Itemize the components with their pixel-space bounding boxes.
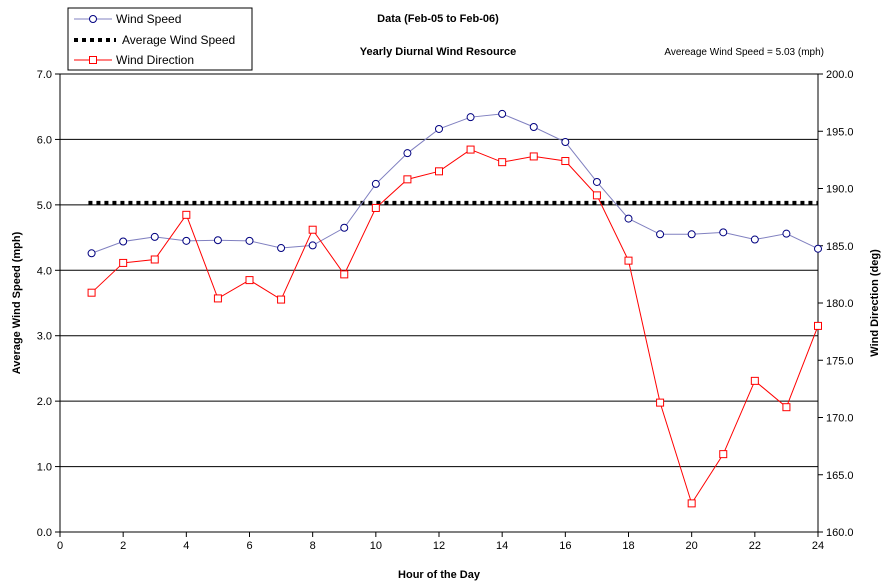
point-wind-direction	[371, 203, 380, 212]
chart-title: Data (Feb-05 to Feb-06)	[377, 13, 499, 25]
point-wind-direction	[656, 398, 665, 407]
point-wind-speed	[182, 236, 191, 245]
y-tick-label: 4.0	[37, 265, 52, 277]
point-wind-speed	[87, 249, 96, 258]
x-tick-label: 12	[433, 540, 445, 552]
series-line-wind-speed	[91, 113, 819, 254]
x-tick-label: 18	[622, 540, 634, 552]
point-wind-direction	[403, 175, 412, 184]
x-tick-label: 10	[370, 540, 382, 552]
point-wind-speed	[466, 113, 475, 122]
y2-tick-label: 180.0	[826, 298, 854, 310]
point-wind-direction	[466, 145, 475, 154]
x-tick-label: 6	[246, 540, 252, 552]
legend-marker-wind-speed	[89, 15, 97, 23]
point-wind-speed	[119, 237, 128, 246]
legend-label-average: Average Wind Speed	[122, 33, 235, 47]
x-axis-title: Hour of the Day	[398, 569, 481, 581]
legend: Wind Speed Average Wind Speed Wind Direc…	[67, 7, 253, 71]
point-wind-speed	[561, 138, 570, 147]
y-tick-label: 6.0	[37, 134, 52, 146]
point-wind-speed	[371, 179, 380, 188]
y2-tick-label: 160.0	[826, 527, 854, 539]
point-wind-direction	[119, 258, 128, 267]
legend-marker-wind-direction	[89, 56, 97, 64]
point-wind-direction	[561, 157, 570, 166]
plot-area	[59, 73, 819, 533]
point-wind-speed	[340, 223, 349, 232]
point-wind-speed	[687, 230, 696, 239]
point-wind-direction	[719, 450, 728, 459]
point-wind-speed	[750, 235, 759, 244]
x-tick-label: 8	[310, 540, 316, 552]
x-tick-label: 2	[120, 540, 126, 552]
x-tick-label: 16	[559, 540, 571, 552]
x-tick-label: 24	[812, 540, 824, 552]
point-wind-direction	[782, 403, 791, 412]
y-tick-label: 2.0	[37, 396, 52, 408]
y2-axis-title: Wind Direction (deg)	[869, 249, 881, 357]
point-wind-speed	[277, 244, 286, 253]
point-wind-speed	[403, 149, 412, 158]
x-tick-label: 0	[57, 540, 63, 552]
point-wind-direction	[687, 499, 696, 508]
point-wind-direction	[308, 225, 317, 234]
point-wind-speed	[719, 228, 728, 237]
point-wind-direction	[213, 294, 222, 303]
chart-subtitle: Yearly Diurnal Wind Resource	[360, 46, 516, 58]
point-wind-speed	[150, 232, 159, 241]
x-tick-label: 22	[749, 540, 761, 552]
y2-tick-label: 170.0	[826, 413, 854, 425]
point-wind-direction	[624, 256, 633, 265]
point-wind-speed	[782, 229, 791, 238]
point-wind-speed	[529, 122, 538, 131]
x-axis: 0 2 4 6 8 10 12 14 16 18 20 22 24	[57, 532, 824, 552]
legend-label-wind-speed: Wind Speed	[116, 12, 181, 26]
point-wind-speed	[592, 177, 601, 186]
point-wind-direction	[182, 210, 191, 219]
point-wind-direction	[750, 376, 759, 385]
y2-tick-label: 175.0	[826, 355, 854, 367]
point-wind-direction	[498, 158, 507, 167]
average-annotation: Avereage Wind Speed = 5.03 (mph)	[664, 47, 824, 58]
x-tick-label: 14	[496, 540, 508, 552]
point-wind-direction	[435, 167, 443, 176]
y2-tick-label: 185.0	[826, 241, 854, 253]
y-tick-label: 0.0	[37, 527, 52, 539]
legend-label-wind-direction: Wind Direction	[116, 53, 194, 67]
point-wind-speed	[213, 236, 222, 245]
point-wind-speed	[624, 214, 633, 223]
series-line-wind-direction	[91, 149, 819, 505]
point-wind-speed	[814, 244, 822, 253]
point-wind-direction	[529, 152, 538, 161]
point-wind-direction	[592, 191, 601, 200]
y2-tick-label: 190.0	[826, 184, 854, 196]
y-axis-title: Average Wind Speed (mph)	[11, 231, 23, 374]
point-wind-direction	[277, 295, 286, 304]
point-wind-direction	[87, 288, 96, 297]
point-wind-direction	[245, 276, 254, 285]
point-wind-speed	[435, 124, 443, 133]
y2-tick-label: 195.0	[826, 126, 854, 138]
point-wind-direction	[814, 321, 822, 330]
point-wind-direction	[340, 270, 349, 279]
y-tick-label: 5.0	[37, 200, 52, 212]
x-tick-label: 20	[686, 540, 698, 552]
y-axis-left: 0.0 1.0 2.0 3.0 4.0 5.0 6.0 7.0	[37, 69, 60, 539]
y-axis-right: 160.0 165.0 170.0 175.0 180.0 185.0 190.0 195.0…	[818, 69, 854, 539]
point-wind-speed	[656, 230, 665, 239]
y2-tick-label: 165.0	[826, 470, 854, 482]
series-layer	[87, 109, 822, 508]
y-tick-label: 3.0	[37, 331, 52, 343]
y2-tick-label: 200.0	[826, 69, 854, 81]
point-wind-direction	[150, 255, 159, 264]
point-wind-speed	[498, 109, 507, 118]
y-tick-label: 1.0	[37, 462, 52, 474]
point-wind-speed	[245, 236, 254, 245]
point-wind-speed	[308, 241, 317, 250]
x-tick-label: 4	[183, 540, 189, 552]
y-tick-label: 7.0	[37, 69, 52, 81]
